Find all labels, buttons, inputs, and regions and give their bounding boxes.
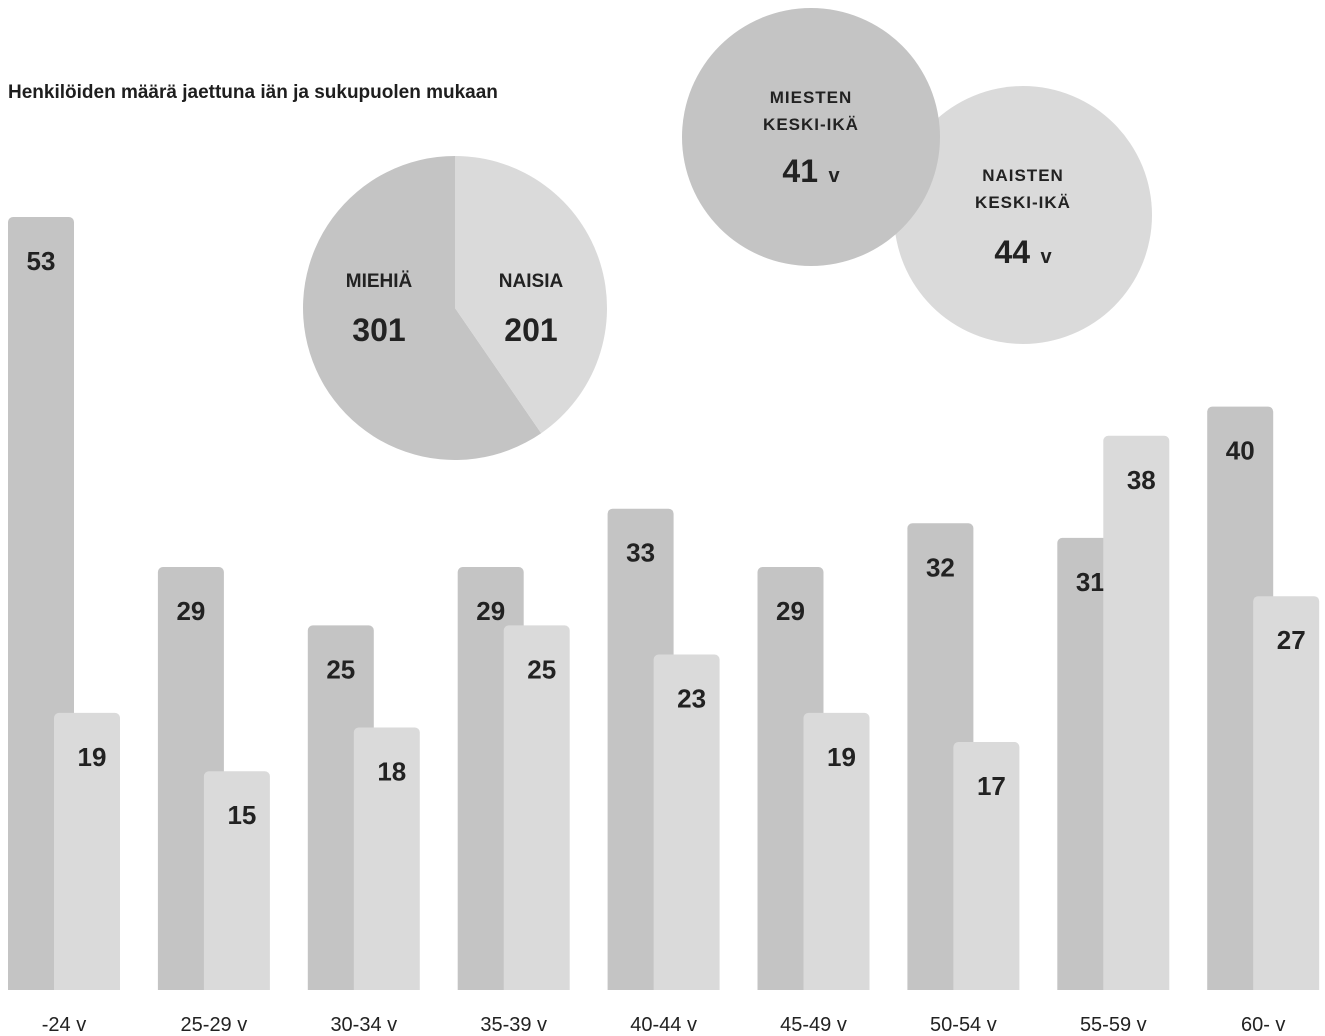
men-avg-label-2: KESKI-IKÄ [763,115,859,134]
bar-women-8 [1253,596,1320,998]
men-avg-circle [682,8,940,266]
average-age-circles: MIESTEN KESKI-IKÄ 41 v NAISTEN KESKI-IKÄ… [682,8,1152,344]
bar-value-label: 19 [78,742,107,772]
x-tick-label: 25-29 v [181,1014,248,1036]
x-tick-label: 45-49 v [780,1014,847,1036]
bar-women-7 [1103,435,1170,999]
x-axis-labels: -24 v 25-29 v 30-34 v 35-39 v 40-44 v 45-49 v… [42,1014,1286,1036]
men-avg-number: 41 [782,153,818,189]
pie-slice-men [303,156,542,461]
bar-value-label: 38 [1127,465,1156,495]
women-avg-value: 44 v [994,234,1052,270]
x-tick-label: 35-39 v [480,1014,547,1036]
pie-men-value: 301 [352,312,405,348]
x-tick-label: 40-44 v [630,1014,697,1036]
women-avg-unit: v [1040,246,1052,268]
pie-women-label: NAISIA [499,271,564,292]
men-avg-label-1: MIESTEN [770,88,853,107]
bar-group: 53 19 29 15 25 18 29 25 33 23 29 19 32 17 31 38 40 27 [0,217,1325,1000]
x-tick-label: 30-34 v [330,1014,397,1036]
women-avg-number: 44 [994,234,1030,270]
gender-pie: MIEHIÄ 301 NAISIA 201 [303,156,608,461]
women-avg-circle [894,86,1152,344]
bar-value-label: 18 [377,756,406,786]
bar-women-1 [203,771,270,998]
x-tick-label: 60- v [1241,1014,1285,1036]
bar-value-label: 29 [476,596,505,626]
bar-women-6 [953,742,1020,998]
women-avg-label-2: KESKI-IKÄ [975,193,1071,212]
pie-men-label: MIEHIÄ [346,271,413,292]
bar-women-3 [503,625,570,998]
bar-value-label: 25 [326,654,355,684]
bar-value-label: 19 [827,742,856,772]
chart-title: Henkilöiden määrä jaettuna iän ja sukupu… [8,82,498,103]
bar-value-label: 27 [1277,625,1306,655]
bar-women-5 [803,712,870,998]
men-avg-value: 41 v [782,153,840,189]
bar-value-label: 17 [977,771,1006,801]
bar-value-label: 31 [1076,567,1105,597]
pie-slice-women [455,156,608,434]
x-tick-label: 50-54 v [930,1014,997,1036]
men-avg-unit: v [828,165,840,187]
bar-value-label: 32 [926,552,955,582]
bar-value-label: 15 [227,800,256,830]
x-tick-label: -24 v [42,1014,86,1036]
x-tick-label: 55-59 v [1080,1014,1147,1036]
bar-value-label: 40 [1226,436,1255,466]
bar-women-0 [54,712,120,998]
pie-women-value: 201 [504,312,557,348]
bar-value-label: 29 [176,596,205,626]
bar-value-label: 23 [677,684,706,714]
women-avg-label-1: NAISTEN [982,166,1064,185]
bar-value-label: 25 [527,654,556,684]
baseline-mask [0,990,1325,1000]
bar-value-label: 29 [776,596,805,626]
bar-women-4 [653,654,720,998]
bar-women-2 [353,727,420,998]
bar-value-label: 53 [27,246,56,276]
bar-value-label: 33 [626,538,655,568]
